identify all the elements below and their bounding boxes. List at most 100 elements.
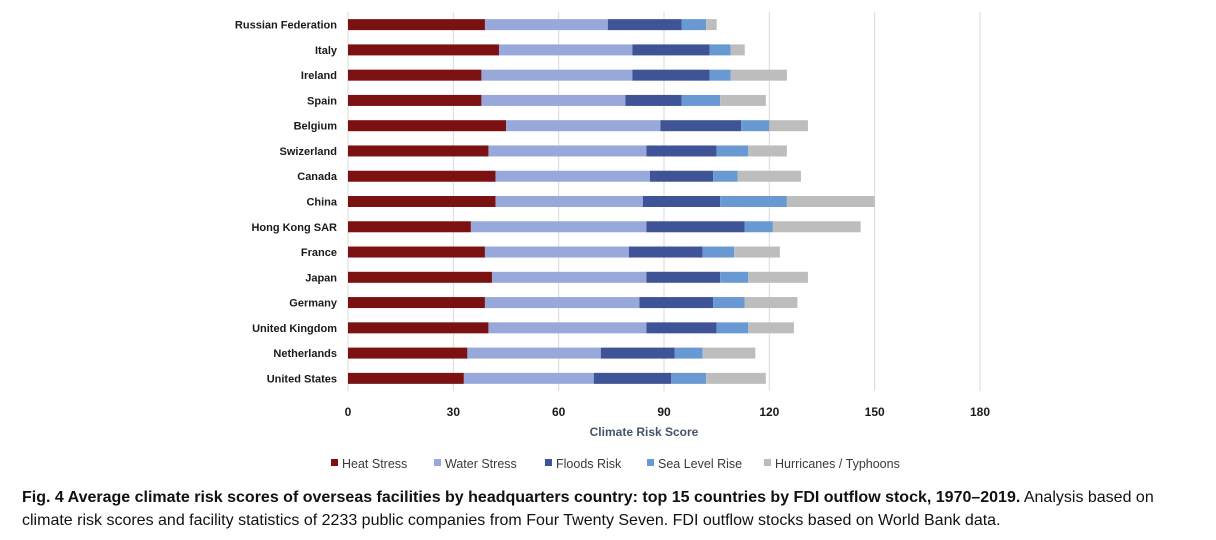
caption-title: Fig. 4 Average climate risk scores of ov… bbox=[22, 489, 1021, 506]
bar-segment bbox=[642, 196, 721, 207]
bar-segment bbox=[491, 271, 647, 283]
bar-segment bbox=[639, 297, 714, 309]
category-labels: Russian Federation Italy Ireland Spain Belgi… bbox=[235, 20, 338, 386]
bar-segment bbox=[484, 297, 640, 309]
bar-segment bbox=[741, 120, 770, 132]
bar-segment bbox=[600, 347, 675, 359]
category-label: China bbox=[306, 197, 337, 209]
category-label: United Kingdom bbox=[252, 323, 337, 335]
bar-segment bbox=[674, 347, 703, 359]
bar-segment bbox=[348, 170, 496, 182]
bar-segment bbox=[632, 44, 710, 56]
category-label: United States bbox=[267, 373, 337, 385]
bar-segment bbox=[348, 372, 464, 384]
legend-swatch bbox=[764, 459, 771, 466]
category-label: Italy bbox=[315, 45, 338, 57]
bar-segment bbox=[348, 69, 482, 81]
caption-text: Analysis based on climate risk scores an… bbox=[22, 489, 1154, 529]
legend: Heat Stress Water Stress Floods Risk Sea Le… bbox=[331, 457, 900, 471]
bar-segment bbox=[506, 120, 661, 132]
bar-segment bbox=[348, 246, 485, 258]
bar-segment bbox=[748, 322, 794, 334]
bar-segment bbox=[702, 246, 735, 258]
bar-segment bbox=[671, 372, 707, 384]
bar-segment bbox=[646, 145, 717, 157]
figure-caption: Fig. 4 Average climate risk scores of ov… bbox=[22, 486, 1202, 532]
bar-segment bbox=[646, 322, 717, 334]
bar-segment bbox=[748, 271, 808, 283]
legend-label: Sea Level Rise bbox=[658, 457, 742, 471]
x-tick-label: 180 bbox=[970, 405, 990, 419]
bar-segment bbox=[649, 170, 714, 182]
bar-segment bbox=[498, 44, 633, 56]
category-label: Germany bbox=[289, 298, 338, 310]
bar-segment bbox=[744, 221, 773, 233]
category-label: France bbox=[301, 247, 337, 259]
legend-label: Heat Stress bbox=[342, 457, 407, 471]
bar-segment bbox=[730, 44, 745, 56]
bar-segment bbox=[348, 120, 506, 132]
bar-segment bbox=[481, 69, 633, 81]
bar-segment bbox=[348, 44, 499, 56]
bar-segment bbox=[702, 347, 756, 359]
bar-segment bbox=[593, 372, 672, 384]
bar-segment bbox=[484, 19, 608, 31]
bar-segment bbox=[484, 246, 629, 258]
bar-segment bbox=[769, 120, 808, 132]
bar-segment bbox=[709, 69, 731, 81]
bar-segment bbox=[348, 145, 489, 157]
bar-segment bbox=[720, 94, 766, 106]
bar-segment bbox=[625, 94, 682, 106]
bar-segment bbox=[348, 94, 482, 106]
x-tick-label: 120 bbox=[759, 405, 779, 419]
bar-segment bbox=[488, 145, 647, 157]
stacked-bar-chart: Russian Federation Italy Ireland Spain Belgi… bbox=[235, 12, 991, 471]
x-tick-label: 90 bbox=[657, 405, 671, 419]
bar-segment bbox=[348, 19, 485, 31]
category-label: Ireland bbox=[301, 70, 337, 82]
bar-segment bbox=[463, 372, 594, 384]
legend-swatch bbox=[647, 459, 654, 466]
bar-segment bbox=[706, 19, 717, 31]
x-tick-label: 150 bbox=[865, 405, 885, 419]
category-label: Swizerland bbox=[280, 146, 337, 158]
legend-label: Water Stress bbox=[445, 457, 517, 471]
category-label: Spain bbox=[307, 95, 337, 107]
category-label: Japan bbox=[305, 272, 337, 284]
bar-segment bbox=[786, 196, 875, 207]
legend-swatch bbox=[545, 459, 552, 466]
legend-label: Hurricanes / Typhoons bbox=[775, 457, 900, 471]
bar-segment bbox=[607, 19, 682, 31]
legend-swatch bbox=[331, 459, 338, 466]
category-label: Russian Federation bbox=[235, 20, 337, 32]
bar-segment bbox=[716, 322, 749, 334]
bar-segment bbox=[495, 196, 643, 207]
bar-segment bbox=[772, 221, 861, 233]
bar-segment bbox=[470, 221, 647, 233]
category-label: Netherlands bbox=[273, 348, 337, 360]
bar-segment bbox=[348, 271, 492, 283]
bar-segment bbox=[481, 94, 626, 106]
bar-segment bbox=[628, 246, 703, 258]
bar-segment bbox=[720, 271, 749, 283]
x-tick-label: 60 bbox=[552, 405, 566, 419]
bar-segment bbox=[716, 145, 749, 157]
x-tick-labels: 0 30 60 90 120 150 180 bbox=[345, 405, 991, 419]
legend-label: Floods Risk bbox=[556, 457, 622, 471]
category-label: Belgium bbox=[294, 121, 338, 133]
bar-segment bbox=[720, 196, 787, 207]
bar-segment bbox=[737, 170, 801, 182]
bar-segment bbox=[632, 69, 710, 81]
bar-segment bbox=[713, 297, 745, 309]
x-tick-label: 0 bbox=[345, 405, 352, 419]
bar-segment bbox=[713, 170, 738, 182]
legend-swatch bbox=[434, 459, 441, 466]
bar-segment bbox=[730, 69, 787, 81]
bars bbox=[348, 19, 875, 384]
bar-segment bbox=[646, 221, 745, 233]
bar-segment bbox=[681, 94, 721, 106]
bar-segment bbox=[681, 19, 707, 31]
category-label: Canada bbox=[297, 171, 338, 183]
bar-segment bbox=[348, 196, 496, 207]
bar-segment bbox=[709, 44, 731, 56]
